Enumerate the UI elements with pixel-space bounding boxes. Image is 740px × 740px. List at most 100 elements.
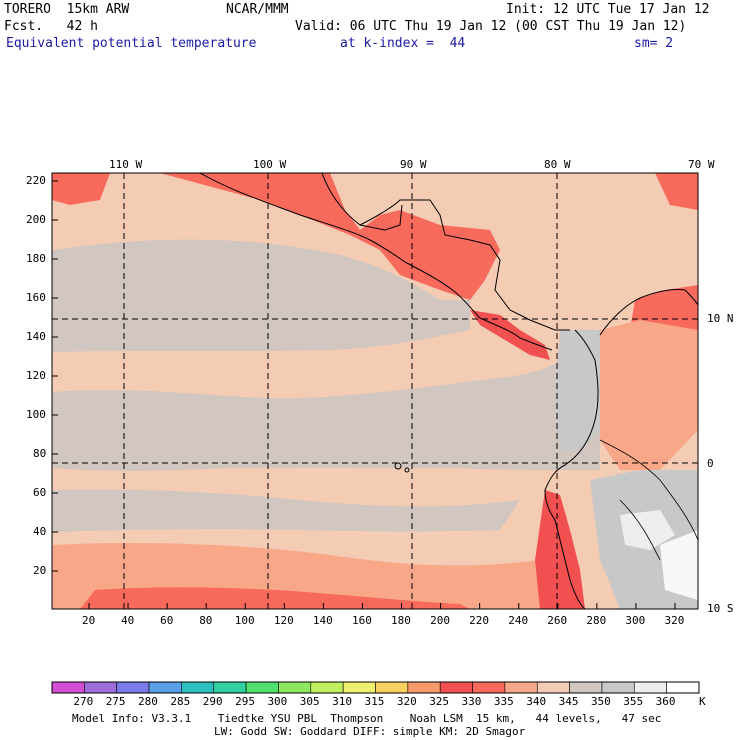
colorbar-swatch bbox=[633, 681, 667, 694]
border-mexico-guatemala bbox=[359, 204, 403, 231]
coastline-central-america bbox=[199, 173, 553, 351]
lat-label-10n: 10 N bbox=[707, 312, 734, 325]
physics-info: LW: Godd SW: Goddard DIFF: simple KM: 2D… bbox=[214, 725, 526, 738]
x-tick-label: 20 bbox=[82, 614, 96, 627]
colorbar-swatch bbox=[116, 681, 150, 694]
y-axis-ticks bbox=[52, 180, 58, 572]
lon-label-100w: 100 W bbox=[253, 158, 287, 171]
x-tick-label: 300 bbox=[625, 614, 646, 627]
lon-label-110w: 110 W bbox=[109, 158, 143, 171]
field-hot-ne-corner bbox=[655, 173, 698, 210]
colorbar-swatch bbox=[375, 681, 409, 694]
colorbar-label: 295 bbox=[235, 695, 255, 708]
lon-label-80w: 80 W bbox=[544, 158, 571, 171]
colorbar-frame bbox=[51, 681, 700, 694]
y-tick-label: 200 bbox=[26, 213, 46, 226]
x-tick-label: 220 bbox=[469, 614, 490, 627]
colorbar-label: 270 bbox=[73, 695, 94, 708]
colorbar-label: 360 bbox=[655, 695, 676, 708]
field-pale-patch bbox=[620, 510, 675, 550]
galapagos-islands-2 bbox=[404, 467, 410, 473]
lon-label-90w: 90 W bbox=[400, 158, 427, 171]
colorbar bbox=[51, 681, 700, 694]
colorbar-swatch bbox=[213, 681, 247, 694]
smoothing-label: sm= 2 bbox=[634, 36, 674, 51]
coastline-colombia-ecuador bbox=[544, 329, 599, 609]
coastline-yucatan bbox=[321, 173, 570, 331]
colorbar-swatch bbox=[601, 681, 635, 694]
colorbar-label: 350 bbox=[590, 695, 611, 708]
colorbar-swatch bbox=[245, 681, 279, 694]
colorbar-label: 280 bbox=[138, 695, 158, 708]
y-tick-label: 180 bbox=[26, 252, 46, 265]
x-tick-label: 240 bbox=[508, 614, 529, 627]
model-info: Model Info: V3.3.1 Tiedtke YSU PBL Thomp… bbox=[72, 712, 662, 725]
x-tick-label: 200 bbox=[430, 614, 450, 627]
field-hot-nw-corner bbox=[52, 173, 110, 205]
colorbar-swatch bbox=[310, 681, 344, 694]
colorbar-swatch bbox=[407, 681, 441, 694]
colorbar-label: 290 bbox=[202, 695, 223, 708]
y-tick-label: 60 bbox=[33, 486, 47, 499]
coastline-caribbean-colombia bbox=[599, 289, 698, 336]
map-frame bbox=[51, 172, 699, 610]
y-tick-label: 140 bbox=[26, 330, 46, 343]
y-tick-label: 20 bbox=[33, 564, 47, 577]
x-tick-label: 80 bbox=[199, 614, 213, 627]
field-white-patch bbox=[660, 530, 698, 600]
colorbar-label: 325 bbox=[429, 695, 450, 708]
field-name: Equivalent potential temperature bbox=[6, 36, 257, 51]
forecast-hour: Fcst. 42 h bbox=[4, 19, 98, 34]
colorbar-swatch bbox=[84, 681, 117, 694]
field-hot-central-america bbox=[160, 173, 500, 300]
field-hot-band-south bbox=[80, 587, 470, 609]
x-tick-label: 180 bbox=[391, 614, 411, 627]
x-tick-label: 120 bbox=[273, 614, 294, 627]
x-axis-ticks bbox=[88, 603, 676, 609]
field-grey-band-mid bbox=[52, 360, 600, 471]
x-tick-label: 160 bbox=[351, 614, 372, 627]
init-time: Init: 12 UTC Tue 17 Jan 12 bbox=[506, 2, 710, 17]
x-tick-label: 260 bbox=[547, 614, 568, 627]
field-grey-band-north bbox=[52, 239, 470, 352]
y-tick-label: 160 bbox=[26, 291, 46, 304]
colorbar-label: 340 bbox=[526, 695, 547, 708]
colorbar-label: 320 bbox=[396, 695, 417, 708]
field-grey-band-south bbox=[52, 489, 520, 532]
colorbar-swatch bbox=[472, 681, 506, 694]
border-andes bbox=[599, 439, 698, 561]
theta-e-field bbox=[52, 173, 698, 609]
lat-label-10s: 10 S bbox=[707, 602, 734, 615]
colorbar-label: 355 bbox=[623, 695, 644, 708]
valid-time: Valid: 06 UTC Thu 19 Jan 12 (00 CST Thu … bbox=[295, 19, 687, 34]
colorbar-swatch bbox=[439, 681, 473, 694]
colorbar-label: 285 bbox=[170, 695, 191, 708]
x-tick-label: 280 bbox=[586, 614, 607, 627]
y-tick-label: 40 bbox=[33, 525, 47, 538]
x-tick-label: 100 bbox=[234, 614, 255, 627]
colorbar-label: 305 bbox=[299, 695, 320, 708]
colorbar-swatch bbox=[536, 681, 570, 694]
colorbar-label: 310 bbox=[332, 695, 353, 708]
colorbar-swatch bbox=[342, 681, 376, 694]
model-title: TORERO 15km ARW bbox=[4, 2, 130, 17]
colorbar-label: 345 bbox=[558, 695, 579, 708]
x-tick-label: 140 bbox=[312, 614, 333, 627]
lat-label-0: 0 bbox=[707, 457, 714, 470]
colorbar-swatch bbox=[504, 681, 538, 694]
colorbar-swatch bbox=[278, 681, 312, 694]
lon-label-70w: 70 W bbox=[688, 158, 715, 171]
y-tick-label: 80 bbox=[33, 447, 47, 460]
colorbar-label: 315 bbox=[364, 695, 385, 708]
center-label: NCAR/MMM bbox=[226, 2, 289, 17]
field-warm-andes bbox=[600, 320, 698, 470]
colorbar-swatch bbox=[51, 681, 85, 694]
colorbar-unit: K bbox=[699, 695, 706, 708]
colorbar-swatch bbox=[666, 681, 700, 694]
x-tick-label: 60 bbox=[160, 614, 174, 627]
y-tick-label: 120 bbox=[26, 369, 46, 382]
colorbar-label: 300 bbox=[267, 695, 288, 708]
colorbar-label: 335 bbox=[493, 695, 514, 708]
y-tick-label: 100 bbox=[26, 408, 46, 421]
field-hot-peru-coast bbox=[535, 490, 585, 609]
